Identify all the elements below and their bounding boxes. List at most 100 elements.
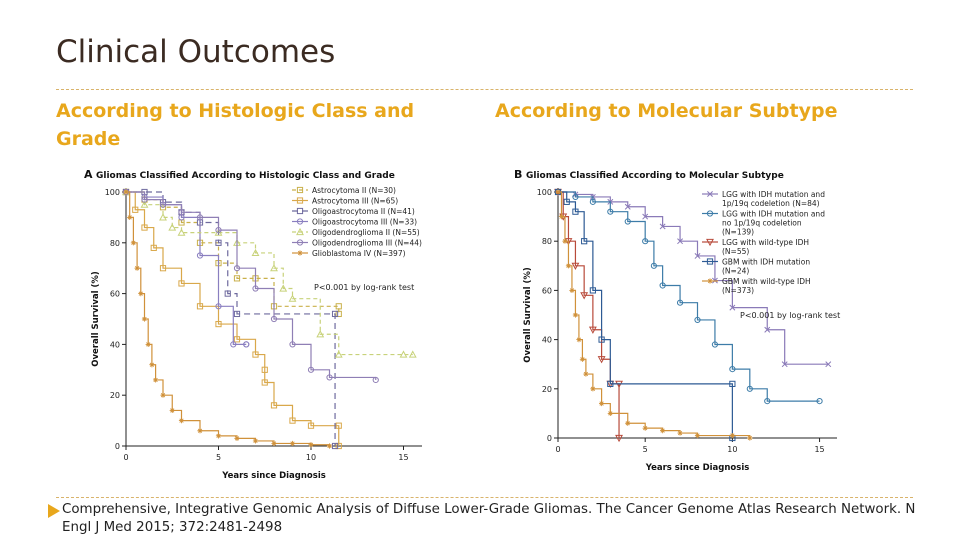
- series-marker: [289, 440, 296, 447]
- series-marker: [335, 303, 342, 310]
- series-marker: [296, 207, 304, 215]
- series-marker: [234, 435, 240, 441]
- series-marker: [215, 433, 222, 439]
- x-tick-label: 15: [398, 453, 408, 462]
- legend-label: no 1p/19q codeletion: [722, 219, 802, 228]
- series-marker: [555, 189, 561, 195]
- series-5: [555, 189, 753, 441]
- series-marker: [159, 265, 167, 272]
- series-marker: [707, 191, 713, 197]
- series-marker: [196, 303, 204, 310]
- panel-letter: A: [84, 168, 93, 181]
- series-marker: [624, 203, 631, 210]
- series-marker: [160, 392, 166, 398]
- series-marker: [178, 280, 185, 287]
- series-marker: [215, 320, 222, 328]
- series-marker: [642, 238, 649, 245]
- series-marker: [168, 223, 177, 231]
- series-marker: [607, 410, 613, 416]
- series-marker: [729, 304, 736, 311]
- legend-label: (N=139): [722, 228, 754, 237]
- series-marker: [289, 341, 296, 348]
- series-marker: [588, 326, 597, 334]
- y-tick-label: 0: [115, 442, 120, 451]
- series-marker: [676, 299, 684, 306]
- series-marker: [296, 227, 304, 236]
- series-marker: [145, 341, 151, 347]
- series-marker: [159, 201, 167, 208]
- x-tick-label: 10: [727, 445, 737, 454]
- y-tick-label: 20: [110, 391, 120, 400]
- series-marker: [261, 366, 268, 373]
- series-marker: [764, 398, 771, 405]
- series-marker: [615, 434, 623, 443]
- series-marker: [316, 330, 325, 338]
- series-marker: [297, 250, 303, 256]
- series-marker: [335, 310, 342, 318]
- legend-label: Glioblastoma IV (N=397): [312, 249, 406, 258]
- series-marker: [677, 238, 684, 245]
- series-marker: [579, 356, 586, 362]
- series-marker: [233, 275, 241, 282]
- series-marker: [127, 214, 133, 220]
- legend-label: Oligoastrocytoma III (N=33): [312, 218, 417, 227]
- series-marker: [288, 294, 297, 302]
- legend-label: GBM with wild-type IDH: [722, 277, 811, 286]
- series-marker: [252, 438, 259, 444]
- series-marker: [271, 440, 277, 447]
- series-marker: [233, 336, 241, 343]
- x-axis-label: Years since Diagnosis: [221, 471, 326, 480]
- series-line: [126, 191, 340, 314]
- series-marker: [729, 366, 736, 373]
- series-marker: [230, 341, 237, 348]
- series-marker: [563, 198, 570, 205]
- series-marker: [141, 196, 148, 203]
- series-marker: [296, 186, 304, 194]
- series-marker: [562, 238, 568, 244]
- legend-label: Oligodendroglioma III (N=44): [312, 239, 422, 248]
- right-heading: According to Molecular Subtype: [495, 100, 838, 122]
- legend-label: 1p/19q codeletion (N=84): [722, 199, 820, 208]
- series-marker: [130, 240, 136, 246]
- series-marker: [307, 422, 315, 429]
- x-axis-label: Years since Diagnosis: [645, 463, 750, 473]
- legend: Astrocytoma II (N=30) Astrocytoma III (N=…: [292, 186, 422, 258]
- series-marker: [642, 425, 648, 431]
- legend-label: GBM with IDH mutation: [722, 258, 810, 267]
- series-marker: [581, 238, 588, 245]
- series-marker: [660, 428, 666, 434]
- series-marker: [408, 350, 417, 358]
- p-value-annotation: P<0.001 by log-rank test: [740, 311, 840, 320]
- title-divider: [56, 89, 913, 90]
- series-marker: [816, 398, 823, 405]
- series-marker: [307, 366, 315, 373]
- y-axis-label: Overall Survival (%): [523, 267, 533, 363]
- series-marker: [251, 248, 260, 257]
- histology-survival-chart: A Gliomas Classified According to Histolo…: [84, 168, 422, 480]
- series-marker: [233, 265, 241, 272]
- series-4: [122, 188, 250, 348]
- series-2: [122, 188, 342, 450]
- series-line: [558, 191, 620, 438]
- x-tick-label: 15: [814, 445, 824, 454]
- series-marker: [331, 310, 339, 318]
- legend-label: Astrocytoma III (N=65): [312, 197, 398, 206]
- series-marker: [781, 361, 788, 368]
- footer-divider: [56, 497, 913, 498]
- series-marker: [150, 244, 157, 251]
- series-marker: [252, 285, 259, 292]
- series-marker: [706, 238, 714, 247]
- series-marker: [134, 265, 140, 271]
- series-marker: [224, 290, 231, 297]
- series-7: [123, 189, 333, 449]
- series-line: [126, 191, 377, 380]
- chart-title: Gliomas Classified According to Histolog…: [96, 171, 395, 181]
- series-marker: [215, 239, 222, 246]
- series-marker: [589, 287, 596, 294]
- series-marker: [706, 210, 714, 217]
- legend-label: Oligoastrocytoma II (N=41): [312, 207, 415, 216]
- legend-label: LGG with wild-type IDH: [722, 238, 809, 247]
- series-marker: [178, 209, 185, 216]
- series-marker: [590, 386, 596, 392]
- y-tick-label: 40: [110, 340, 120, 349]
